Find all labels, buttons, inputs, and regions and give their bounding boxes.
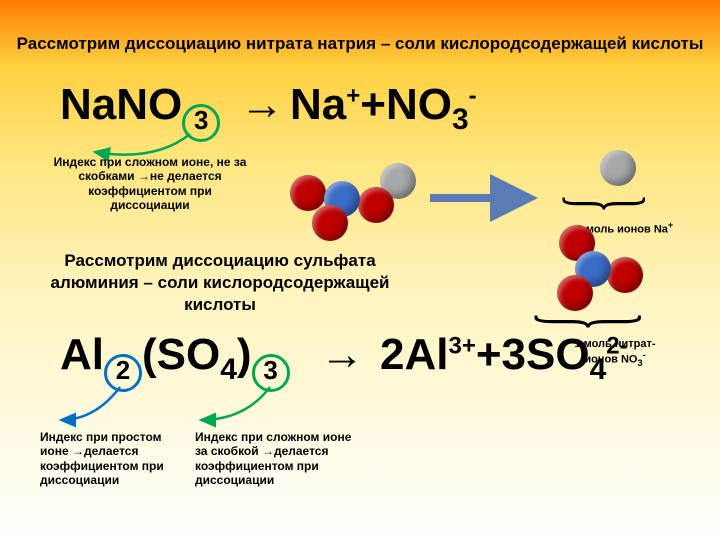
eq2-al: Al: [60, 330, 104, 379]
note2-arrow-icon: [55, 385, 155, 435]
eq1-no-charge: -: [469, 82, 477, 109]
eq2-r-al: 2Al: [380, 330, 448, 379]
note-3: Индекс при сложном ионе за скобкой →дела…: [195, 430, 355, 488]
no3-brace-icon: }: [519, 312, 669, 331]
eq2-so: (SO: [142, 330, 220, 379]
eq1-right: Na++NO3-: [290, 80, 477, 137]
eq2-r-so-sub: 4: [590, 353, 607, 386]
eq1-arrow: →: [240, 80, 284, 130]
note3-arrow-icon: [195, 385, 295, 435]
eq2-r-al-charge: 3+: [448, 332, 475, 359]
eq1-no: +NO: [360, 80, 452, 129]
eq1-prefix: NaNO: [60, 80, 182, 129]
eq1-na-charge: +: [346, 82, 360, 109]
eq2-r-so-charge: 2-: [606, 332, 627, 359]
eq1-no-sub: 3: [452, 103, 469, 136]
note-1: Индекс при сложном ионе, не за скобками …: [50, 155, 250, 213]
eq2-left: Al2(SO4)3: [60, 330, 290, 387]
eq2-paren: ): [237, 330, 252, 379]
note-2: Индекс при простом ионе →делается коэффи…: [40, 430, 180, 488]
eq2-r-so: +3SO: [476, 330, 590, 379]
eq2-right: 2Al3++3SO42-: [380, 330, 628, 387]
subtitle-2: Рассмотрим диссоциацию сульфата алюминия…: [40, 250, 400, 316]
eq2-so-sub: 4: [220, 353, 237, 386]
eq2-arrow: →: [320, 330, 364, 380]
na-brace-icon: }: [551, 194, 669, 213]
eq1-na: Na: [290, 80, 346, 129]
page-title: Рассмотрим диссоциацию нитрата натрия – …: [0, 14, 720, 54]
eq1-left: NaNO3: [60, 80, 220, 132]
